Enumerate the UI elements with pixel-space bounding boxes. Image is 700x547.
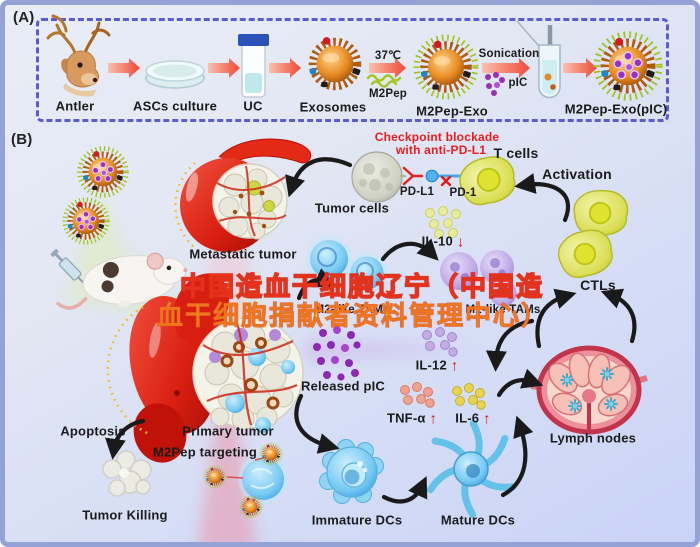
lymph-node-graphic: [530, 345, 648, 435]
il12-name: IL-12: [415, 357, 447, 373]
step-label-m2pep-exo: M2Pep-Exo: [416, 103, 488, 119]
flow-arrows: [105, 157, 637, 504]
activation-label: Activation: [542, 166, 612, 182]
t-cells-label: T cells: [493, 145, 539, 161]
mature-dc-graphic: [426, 419, 517, 519]
m2-tams-label: M2-like TAMs: [314, 304, 390, 316]
il6-name: IL-6: [455, 410, 480, 426]
il12-label: IL-12 ↑: [416, 358, 459, 375]
mouse-graphic: [56, 252, 188, 310]
m2pep-targeting-label: M2Pep targeting: [152, 444, 258, 460]
il10-name: IL-10: [421, 233, 453, 249]
m2pep-exo-pic-icon: [597, 35, 660, 98]
checkpoint-blockade-label-line2: with anti-PD-L1: [395, 143, 487, 157]
pd1-pdl1-interaction: [400, 166, 467, 187]
tnfa-name: TNF-α: [386, 410, 426, 426]
il6-label: IL-6 ↑: [455, 411, 490, 428]
sonication-tube-icon: [516, 20, 561, 99]
m1-tam-cells: [440, 250, 517, 307]
panel-a-label: (A): [13, 9, 35, 26]
t-cell-graphic: [459, 156, 516, 206]
tumor-cells-label: Tumor cells: [314, 200, 390, 216]
metastatic-tumor-graphic: [174, 138, 312, 252]
apoptosis-label: Apoptosis: [60, 423, 126, 439]
il6-dots: [452, 383, 486, 410]
tnfa-label: TNF-α ↑: [387, 411, 437, 428]
pd-l1-label: PD-L1: [399, 186, 435, 198]
il10-label: IL-10 ↓: [422, 234, 465, 251]
ctl-cell-1: [573, 189, 629, 236]
injected-exosome-1: [80, 149, 127, 196]
step-label-ascs-culture: ASCs culture: [132, 98, 218, 114]
lymph-nodes-label: Lymph nodes: [549, 430, 637, 446]
step-label-m2pep-exo-pic: M2Pep-Exo(pIC): [564, 101, 668, 117]
il12-dots: [422, 327, 458, 357]
up-arrow-icon: ↑: [429, 410, 438, 428]
illustration-layer: [46, 14, 700, 542]
released-pic-label: Released pIC: [300, 378, 386, 394]
step-label-uc: UC: [243, 98, 263, 114]
down-arrow-icon: ↓: [456, 233, 465, 251]
il10-dots: [425, 206, 461, 239]
pic-dots-panel-a: [485, 72, 505, 96]
m2pep-targeting-scene: [205, 444, 288, 518]
up-arrow-icon: ↑: [483, 410, 491, 428]
mature-dcs-label: Mature DCs: [440, 512, 516, 528]
petri-dish-icon: [145, 60, 205, 89]
primary-tumor-graphic: [106, 273, 304, 463]
step-label-antler: Antler: [55, 98, 95, 114]
ctl-cell-2: [557, 229, 613, 279]
panel-b-label: (B): [11, 131, 33, 148]
uc-tube-icon: [238, 34, 269, 98]
m1-tams-label: M1-like TAMs: [465, 304, 541, 316]
watermark-line-1: 中国造血干细胞辽宁（中国造: [179, 271, 545, 303]
pd-1-label: PD-1: [449, 187, 477, 199]
immature-dcs-label: Immature DCs: [311, 512, 403, 528]
ctls-label: CTLs: [580, 277, 616, 293]
tnfa-dots: [400, 382, 435, 408]
watermark-line-2: 血干细胞捐献者资料管理中心）: [156, 300, 550, 331]
sonication-label: Sonication: [478, 48, 540, 60]
m2pep-peptide-squiggle: [366, 74, 402, 88]
metastatic-tumor-label: Metastatic tumor: [189, 246, 297, 262]
dying-tumor-cell: [102, 450, 152, 497]
step-label-exosomes: Exosomes: [299, 99, 367, 115]
tumor-cells-graphic: [351, 151, 403, 203]
checkpoint-blockade-label-line1: Checkpoint blockade: [374, 130, 500, 144]
exosome-icon: [310, 37, 361, 87]
deer-antler-icon: [46, 14, 111, 97]
up-arrow-icon: ↑: [450, 357, 459, 375]
m2pep-exo-icon: [417, 38, 476, 97]
primary-tumor-label: Primary tumor: [182, 423, 274, 439]
temp-label: 37℃: [374, 50, 402, 62]
m2pep-label: M2Pep: [368, 88, 408, 100]
tumor-killing-label: Tumor Killing: [82, 507, 168, 523]
released-pic-dots: [313, 326, 361, 381]
pic-label: pIC: [508, 77, 528, 89]
panel-a-dashed-border: [36, 18, 669, 122]
immature-dc-graphic: [319, 439, 384, 504]
